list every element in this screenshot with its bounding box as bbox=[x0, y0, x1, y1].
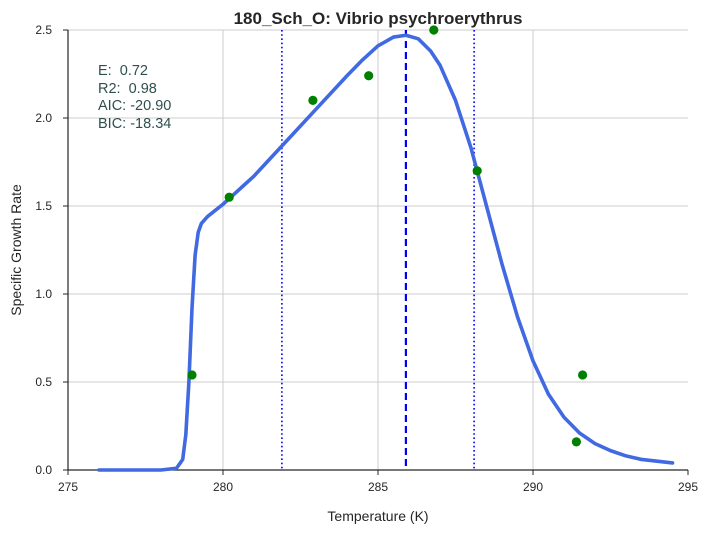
y-tick-label: 2.0 bbox=[35, 111, 52, 125]
y-tick-label: 0.0 bbox=[35, 463, 52, 477]
data-point bbox=[571, 437, 582, 447]
x-tick-label: 295 bbox=[678, 480, 698, 494]
data-point bbox=[472, 166, 482, 176]
grid bbox=[68, 29, 688, 470]
x-tick-label: 275 bbox=[58, 480, 78, 494]
x-axis-label: Temperature (K) bbox=[327, 508, 428, 524]
x-tick-label: 285 bbox=[368, 480, 388, 494]
y-tick-label: 2.5 bbox=[35, 23, 52, 37]
y-tick-label: 0.5 bbox=[35, 375, 52, 389]
fit-curve bbox=[97, 33, 675, 472]
chart-title: 180_Sch_O: Vibrio psychroerythrus bbox=[234, 9, 523, 28]
data-point bbox=[429, 25, 439, 35]
fit-curve-layer bbox=[97, 33, 675, 472]
data-points-layer bbox=[187, 25, 588, 447]
x-tick-label: 280 bbox=[213, 480, 233, 494]
stat-aic: AIC: -20.90 bbox=[98, 98, 171, 114]
y-axis-label: Specific Growth Rate bbox=[8, 184, 24, 316]
x-ticks: 275 280 285 290 295 bbox=[58, 470, 698, 494]
data-point bbox=[578, 370, 588, 380]
stat-bic: BIC: -18.34 bbox=[98, 116, 171, 132]
y-ticks: 0.0 0.5 1.0 1.5 2.0 2.5 bbox=[35, 23, 68, 477]
data-point bbox=[224, 192, 234, 202]
data-point bbox=[364, 71, 374, 81]
data-point bbox=[308, 95, 318, 105]
y-tick-label: 1.0 bbox=[35, 287, 52, 301]
x-tick-label: 290 bbox=[523, 480, 543, 494]
stat-e: E: 0.72 bbox=[98, 63, 148, 79]
fit-statistics: E: 0.72 R2: 0.98 AIC: -20.90 BIC: -18.34 bbox=[98, 63, 171, 132]
stat-r2: R2: 0.98 bbox=[98, 81, 157, 97]
data-point bbox=[187, 370, 197, 380]
y-tick-label: 1.5 bbox=[35, 199, 52, 213]
vertical-markers bbox=[281, 30, 475, 470]
